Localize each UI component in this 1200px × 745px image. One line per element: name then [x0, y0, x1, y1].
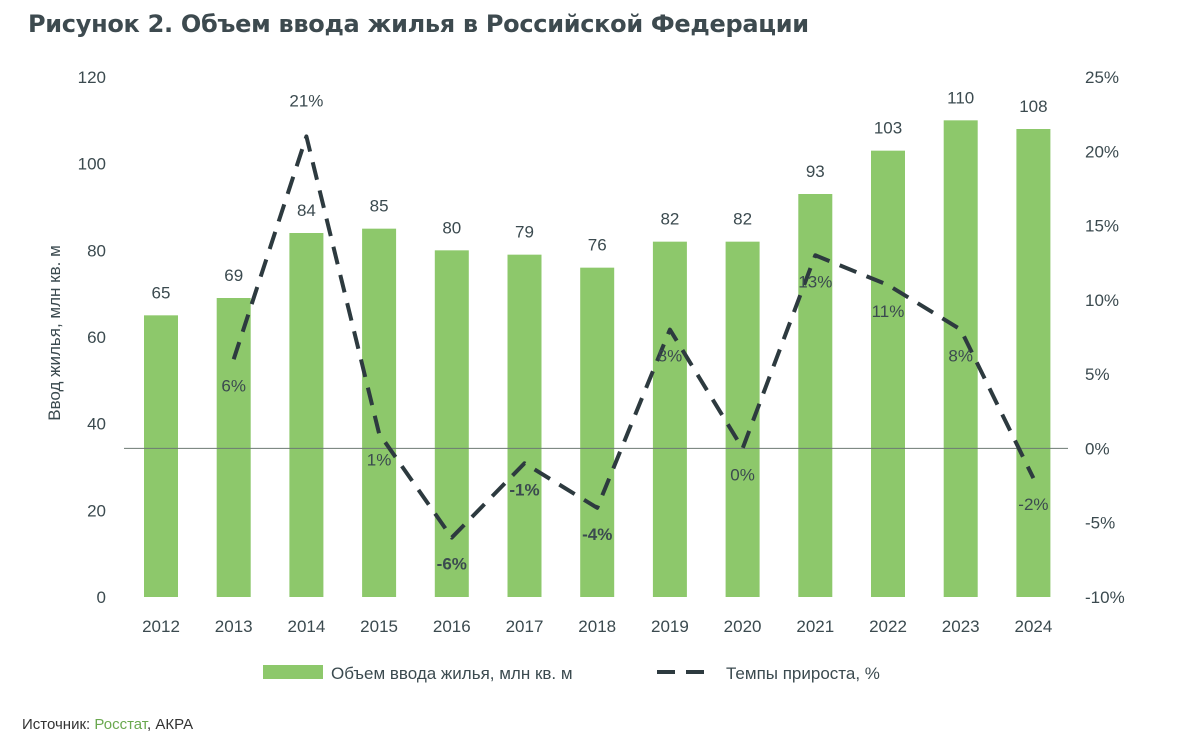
growth-value-label: 0%	[730, 465, 755, 484]
bar-value-label: 103	[874, 119, 902, 138]
bar-value-labels: 65 69 84 85 80 79 76 82 82 93 103 110 108	[152, 88, 1048, 302]
growth-value-label: 13%	[798, 272, 832, 291]
growth-value-label: 21%	[289, 91, 323, 110]
bar-value-label: 69	[224, 266, 243, 285]
bar	[434, 250, 469, 598]
bar	[144, 315, 178, 597]
bar	[362, 228, 397, 597]
source-link[interactable]: Росстат	[94, 716, 147, 733]
bar	[871, 150, 905, 597]
bar	[1016, 129, 1051, 597]
legend: Объем ввода жилья, млн кв. м Темпы приро…	[263, 664, 880, 683]
bar-value-label: 76	[588, 236, 607, 255]
y2-tick-label: 10%	[1085, 291, 1119, 310]
legend-line-label: Темпы прироста, %	[726, 664, 880, 683]
x-tick-label: 2014	[287, 617, 325, 636]
bar-value-label: 79	[515, 223, 534, 242]
x-tick-label: 2024	[1014, 617, 1052, 636]
source-label: Источник:	[22, 716, 95, 733]
growth-value-label: -2%	[1018, 495, 1048, 514]
bar-value-label: 65	[152, 283, 171, 302]
x-tick-label: 2022	[869, 617, 907, 636]
growth-value-label: 11%	[872, 302, 905, 321]
bar-value-label: 84	[297, 201, 316, 220]
bar	[216, 298, 251, 597]
chart-title: Рисунок 2. Объем ввода жилья в Российско…	[28, 10, 809, 38]
bar	[652, 241, 687, 597]
y2-tick-label: 5%	[1085, 365, 1110, 384]
y-tick-label: 20	[87, 501, 106, 520]
y2-tick-label: -5%	[1085, 514, 1115, 533]
y2-tick-label: -10%	[1085, 588, 1125, 607]
x-tick-label: 2020	[724, 617, 762, 636]
x-tick-label: 2013	[215, 617, 253, 636]
x-tick-label: 2012	[142, 617, 180, 636]
y-tick-label: 40	[87, 415, 106, 434]
growth-value-label: 8%	[948, 347, 973, 366]
bar-value-label: 82	[660, 210, 679, 229]
growth-value-labels: 6% 21% 1% -6% -1% -4% 8% 0% 13% 11% 8% -2%	[221, 91, 1048, 573]
y-axis-title: Ввод жилья, млн кв. м	[45, 245, 64, 421]
source-note: Источник: Росстат, АКРА	[22, 716, 193, 733]
bar-value-label: 82	[733, 210, 752, 229]
y-tick-label: 100	[78, 155, 106, 174]
x-tick-label: 2018	[578, 617, 616, 636]
y-tick-label: 120	[78, 68, 106, 87]
bar	[943, 120, 978, 597]
growth-value-label: -4%	[582, 525, 612, 544]
growth-value-label: 8%	[658, 347, 683, 366]
growth-value-label: -1%	[509, 480, 539, 499]
y-tick-label: 60	[87, 328, 106, 347]
legend-bar-swatch	[263, 665, 323, 679]
bar	[580, 267, 615, 597]
legend-bar-label: Объем ввода жилья, млн кв. м	[331, 664, 573, 683]
growth-value-label: 1%	[367, 451, 392, 470]
bar-value-label: 110	[947, 88, 974, 107]
x-tick-label: 2017	[506, 617, 544, 636]
x-axis: 2012 2013 2014 2015 2016 2017 2018 2019 2020 2021…	[142, 617, 1052, 636]
growth-value-label: -6%	[437, 555, 467, 574]
bar-series	[144, 120, 1051, 598]
bar-value-label: 85	[370, 197, 389, 216]
x-tick-label: 2016	[433, 617, 471, 636]
bar-value-label: 108	[1019, 97, 1047, 116]
x-tick-label: 2021	[796, 617, 834, 636]
y-tick-label: 0	[97, 588, 106, 607]
bar-value-label: 93	[806, 162, 825, 181]
source-rest: , АКРА	[147, 716, 194, 733]
growth-value-label: 6%	[221, 376, 246, 395]
bar-value-label: 80	[442, 218, 461, 237]
x-tick-label: 2023	[942, 617, 980, 636]
y2-tick-label: 25%	[1085, 68, 1119, 87]
y2-tick-label: 0%	[1085, 439, 1110, 458]
y2-tick-label: 20%	[1085, 142, 1119, 161]
y-tick-label: 80	[87, 241, 106, 260]
y-axis-left: 0 20 40 60 80 100 120	[78, 68, 106, 607]
y-axis-right: -10% -5% 0% 5% 10% 15% 20% 25%	[1085, 68, 1125, 607]
y2-tick-label: 15%	[1085, 217, 1119, 236]
x-tick-label: 2015	[360, 617, 398, 636]
bar	[289, 233, 324, 597]
growth-line	[231, 134, 1036, 540]
x-tick-label: 2019	[651, 617, 689, 636]
bar	[507, 254, 542, 597]
